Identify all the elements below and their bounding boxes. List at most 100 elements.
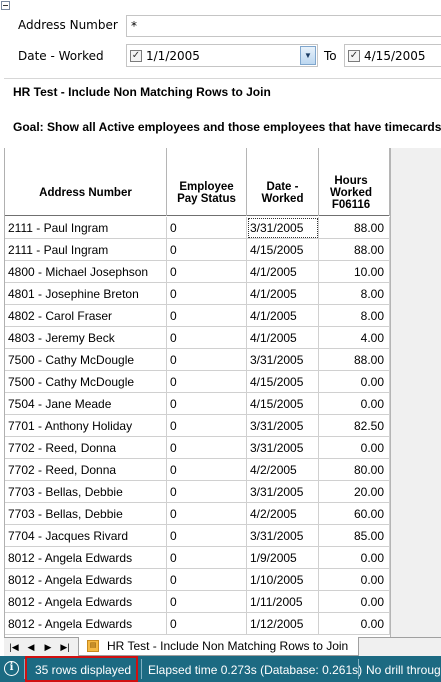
cell-hours[interactable]: 85.00 [319,525,390,547]
table-row[interactable]: 2111 - Paul Ingram 0 4/15/2005 88.00 [5,239,441,261]
table-row[interactable]: 7504 - Jane Meade 0 4/15/2005 0.00 [5,393,441,415]
cell-hours[interactable]: 88.00 [319,239,390,261]
cell-date[interactable]: 3/31/2005 [247,349,319,371]
table-row[interactable]: 8012 - Angela Edwards 0 1/12/2005 0.00 [5,613,441,635]
filter-cell-date[interactable] [247,148,319,170]
cell-hours[interactable]: 8.00 [319,305,390,327]
cell-date[interactable]: 1/12/2005 [247,613,319,635]
cell-date[interactable]: 4/15/2005 [247,239,319,261]
table-row[interactable]: 7701 - Anthony Holiday 0 3/31/2005 82.50 [5,415,441,437]
cell-pay-status[interactable]: 0 [167,569,247,591]
cell-hours[interactable]: 0.00 [319,591,390,613]
table-row[interactable]: 4802 - Carol Fraser 0 4/1/2005 8.00 [5,305,441,327]
address-number-input[interactable]: * [126,15,441,37]
cell-hours[interactable]: 8.00 [319,283,390,305]
cell-date[interactable]: 1/11/2005 [247,591,319,613]
cell-hours[interactable]: 82.50 [319,415,390,437]
cell-address[interactable]: 7702 - Reed, Donna [5,437,167,459]
cell-address[interactable]: 7500 - Cathy McDougle [5,349,167,371]
cell-pay-status[interactable]: 0 [167,305,247,327]
cell-pay-status[interactable]: 0 [167,261,247,283]
cell-address[interactable]: 2111 - Paul Ingram [5,239,167,261]
cell-pay-status[interactable]: 0 [167,437,247,459]
cell-address[interactable]: 8012 - Angela Edwards [5,613,167,635]
date-from-checkbox[interactable]: ✓ [130,50,142,62]
cell-hours[interactable]: 0.00 [319,371,390,393]
table-row[interactable]: 8012 - Angela Edwards 0 1/11/2005 0.00 [5,591,441,613]
cell-pay-status[interactable]: 0 [167,525,247,547]
table-row[interactable]: 7500 - Cathy McDougle 0 3/31/2005 88.00 [5,349,441,371]
cell-hours[interactable]: 0.00 [319,613,390,635]
next-tab-icon[interactable]: ▶ [44,642,52,652]
cell-address[interactable]: 7703 - Bellas, Debbie [5,481,167,503]
cell-address[interactable]: 8012 - Angela Edwards [5,569,167,591]
table-row[interactable]: 4803 - Jeremy Beck 0 4/1/2005 4.00 [5,327,441,349]
filter-cell-address[interactable] [5,148,167,170]
cell-address[interactable]: 7701 - Anthony Holiday [5,415,167,437]
cell-address[interactable]: 7500 - Cathy McDougle [5,371,167,393]
first-tab-icon[interactable]: |◀ [9,642,19,652]
cell-pay-status[interactable]: 0 [167,591,247,613]
cell-address[interactable]: 4800 - Michael Josephson [5,261,167,283]
cell-date[interactable]: 4/15/2005 [247,393,319,415]
cell-date[interactable]: 1/9/2005 [247,547,319,569]
cell-date[interactable]: 4/1/2005 [247,327,319,349]
cell-date[interactable]: 3/31/2005 [247,437,319,459]
cell-date[interactable]: 4/1/2005 [247,283,319,305]
chevron-down-icon[interactable]: ▼ [300,46,316,65]
cell-date[interactable]: 4/2/2005 [247,503,319,525]
table-row[interactable]: 7703 - Bellas, Debbie 0 4/2/2005 60.00 [5,503,441,525]
cell-address[interactable]: 7704 - Jacques Rivard [5,525,167,547]
cell-date[interactable]: 4/15/2005 [247,371,319,393]
cell-pay-status[interactable]: 0 [167,371,247,393]
cell-hours[interactable]: 4.00 [319,327,390,349]
table-row[interactable]: 8012 - Angela Edwards 0 1/10/2005 0.00 [5,569,441,591]
collapse-icon[interactable] [1,1,10,10]
last-tab-icon[interactable]: ▶| [60,642,70,652]
cell-hours[interactable]: 20.00 [319,481,390,503]
cell-hours[interactable]: 0.00 [319,437,390,459]
cell-address[interactable]: 8012 - Angela Edwards [5,547,167,569]
cell-pay-status[interactable]: 0 [167,327,247,349]
date-to-field[interactable]: ✓ 4/15/2005 [344,44,441,67]
cell-address[interactable]: 8012 - Angela Edwards [5,591,167,613]
cell-hours[interactable]: 0.00 [319,547,390,569]
cell-hours[interactable]: 80.00 [319,459,390,481]
cell-date[interactable]: 4/1/2005 [247,261,319,283]
cell-address[interactable]: 7504 - Jane Meade [5,393,167,415]
cell-address[interactable]: 7703 - Bellas, Debbie [5,503,167,525]
table-row[interactable]: 7703 - Bellas, Debbie 0 3/31/2005 20.00 [5,481,441,503]
cell-hours[interactable]: 0.00 [319,569,390,591]
date-from-field[interactable]: ✓ 1/1/2005 ▼ [126,44,318,67]
cell-pay-status[interactable]: 0 [167,415,247,437]
column-header-date[interactable]: Date - Worked [247,170,319,216]
table-row[interactable]: 8012 - Angela Edwards 0 1/9/2005 0.00 [5,547,441,569]
cell-pay-status[interactable]: 0 [167,283,247,305]
cell-pay-status[interactable]: 0 [167,613,247,635]
filter-cell-hours[interactable] [319,148,390,170]
prev-tab-icon[interactable]: ◀ [27,642,35,652]
cell-date[interactable]: 3/31/2005 [247,217,319,239]
cell-address[interactable]: 4801 - Josephine Breton [5,283,167,305]
cell-hours[interactable]: 60.00 [319,503,390,525]
cell-date[interactable]: 4/1/2005 [247,305,319,327]
cell-hours[interactable]: 88.00 [319,349,390,371]
cell-pay-status[interactable]: 0 [167,217,247,239]
cell-hours[interactable]: 10.00 [319,261,390,283]
cell-date[interactable]: 4/2/2005 [247,459,319,481]
cell-hours[interactable]: 0.00 [319,393,390,415]
info-icon[interactable]: i [4,661,19,676]
cell-date[interactable]: 3/31/2005 [247,525,319,547]
table-row[interactable]: 2111 - Paul Ingram 0 3/31/2005 88.00 [5,217,441,239]
filter-cell-pay-status[interactable] [167,148,247,170]
column-header-address[interactable]: Address Number [5,170,167,216]
cell-address[interactable]: 2111 - Paul Ingram [5,217,167,239]
table-row[interactable]: 7702 - Reed, Donna 0 3/31/2005 0.00 [5,437,441,459]
cell-date[interactable]: 3/31/2005 [247,481,319,503]
table-row[interactable]: 4801 - Josephine Breton 0 4/1/2005 8.00 [5,283,441,305]
cell-pay-status[interactable]: 0 [167,481,247,503]
tab-report[interactable]: ▤ HR Test - Include Non Matching Rows to… [78,637,360,656]
cell-address[interactable]: 7702 - Reed, Donna [5,459,167,481]
date-to-checkbox[interactable]: ✓ [348,50,360,62]
table-row[interactable]: 7500 - Cathy McDougle 0 4/15/2005 0.00 [5,371,441,393]
